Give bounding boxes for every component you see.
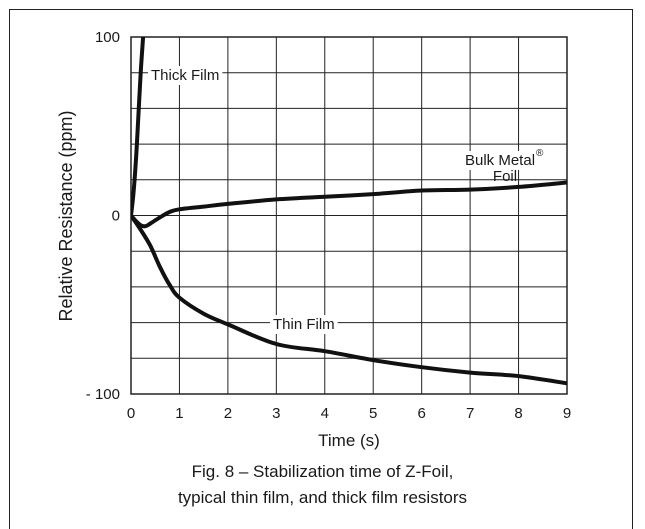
tick-labels: 0 1 2 3 4 5 6 7 8 9 100 0 - 100 xyxy=(86,29,571,422)
x-tick-label: 7 xyxy=(466,405,474,422)
annotation-labels: Thick Film Thin Film Bulk Metal ® Foil xyxy=(148,66,544,334)
registered-mark: ® xyxy=(536,148,544,159)
x-tick-label: 6 xyxy=(417,405,425,422)
x-tick-label: 1 xyxy=(175,405,183,422)
y-tick-label: - 100 xyxy=(86,386,120,403)
thin-film-curve xyxy=(131,213,567,386)
foil-label: Foil xyxy=(493,168,517,185)
x-tick-label: 0 xyxy=(127,405,135,422)
x-tick-label: 3 xyxy=(272,405,280,422)
figure-frame xyxy=(9,9,633,529)
x-tick-label: 4 xyxy=(321,405,329,422)
figure-caption-line-2: typical thin film, and thick film resist… xyxy=(177,488,468,507)
y-tick-label: 100 xyxy=(95,29,120,46)
x-axis-label: Time (s) xyxy=(318,431,380,450)
bulk-metal-label-bg xyxy=(462,151,539,170)
x-tick-label: 2 xyxy=(224,405,232,422)
y-axis-label: Relative Resistance (ppm) xyxy=(56,110,76,321)
thick-film-label: Thick Film xyxy=(151,67,219,84)
y-tick-label: 0 xyxy=(112,208,120,225)
bulk-metal-foil-curve xyxy=(131,180,567,229)
bulk-metal-label: Bulk Metal xyxy=(465,152,535,169)
x-tick-label: 8 xyxy=(514,405,522,422)
x-tick-label: 9 xyxy=(563,405,571,422)
series-lines xyxy=(131,37,567,386)
thick-film-curve xyxy=(131,37,146,218)
thick-film-label-bg xyxy=(148,66,223,85)
thin-film-label-bg xyxy=(270,315,338,334)
figure-caption-line-1: Fig. 8 – Stabilization time of Z-Foil, xyxy=(191,462,454,481)
x-tick-label: 5 xyxy=(369,405,377,422)
thin-film-label: Thin Film xyxy=(273,316,335,333)
